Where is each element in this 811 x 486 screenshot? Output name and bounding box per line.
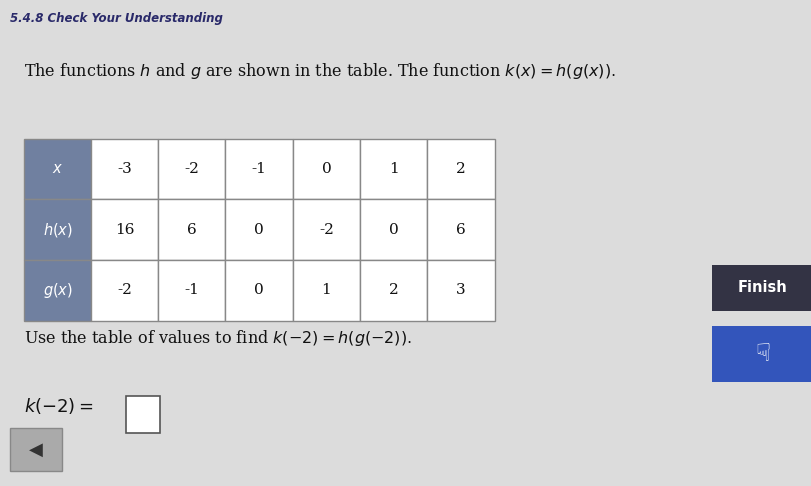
Text: ◀: ◀: [29, 440, 43, 459]
Text: -2: -2: [117, 283, 132, 297]
Text: ☟: ☟: [755, 342, 770, 365]
Bar: [293, 199, 360, 260]
Text: $g(x)$: $g(x)$: [42, 281, 73, 300]
Text: -2: -2: [319, 223, 334, 237]
Bar: [91, 260, 158, 321]
Text: -3: -3: [117, 162, 132, 176]
Text: 1: 1: [388, 162, 399, 176]
Bar: [427, 260, 495, 321]
Text: Finish: Finish: [738, 280, 787, 295]
Text: 16: 16: [114, 223, 135, 237]
Text: $x$: $x$: [52, 162, 63, 176]
Bar: [158, 139, 225, 199]
Text: 0: 0: [254, 223, 264, 237]
Bar: [712, 265, 811, 311]
Text: 2: 2: [456, 162, 466, 176]
Bar: [91, 199, 158, 260]
Bar: [360, 139, 427, 199]
Bar: [225, 139, 293, 199]
Bar: [126, 396, 160, 433]
Bar: [427, 139, 495, 199]
Bar: [158, 260, 225, 321]
Text: 0: 0: [254, 283, 264, 297]
Text: 6: 6: [456, 223, 466, 237]
Text: The functions $\it{h}$ and $\it{g}$ are shown in the table. The function $k(x) =: The functions $\it{h}$ and $\it{g}$ are …: [24, 61, 616, 81]
Bar: [293, 260, 360, 321]
Bar: [10, 428, 62, 471]
Text: 3: 3: [457, 283, 466, 297]
Text: $h(x)$: $h(x)$: [42, 221, 73, 239]
Bar: [293, 139, 360, 199]
Text: -1: -1: [251, 162, 267, 176]
Bar: [24, 199, 91, 260]
Text: -2: -2: [184, 162, 200, 176]
Bar: [91, 139, 158, 199]
Text: 6: 6: [187, 223, 197, 237]
Bar: [427, 199, 495, 260]
Bar: [24, 139, 91, 199]
Text: 2: 2: [388, 283, 399, 297]
Text: 0: 0: [321, 162, 332, 176]
Bar: [360, 199, 427, 260]
Bar: [225, 199, 293, 260]
Bar: [158, 199, 225, 260]
Bar: [24, 260, 91, 321]
Text: Use the table of values to find $k(-2) = h(g(-2)).$: Use the table of values to find $k(-2) =…: [24, 328, 412, 348]
Text: 1: 1: [321, 283, 332, 297]
Bar: [360, 260, 427, 321]
Text: -1: -1: [184, 283, 200, 297]
Text: 0: 0: [388, 223, 399, 237]
Text: 5.4.8 Check Your Understanding: 5.4.8 Check Your Understanding: [10, 12, 222, 25]
Text: $k(-2) =$: $k(-2) =$: [24, 396, 94, 416]
Bar: [712, 326, 811, 382]
Bar: [225, 260, 293, 321]
